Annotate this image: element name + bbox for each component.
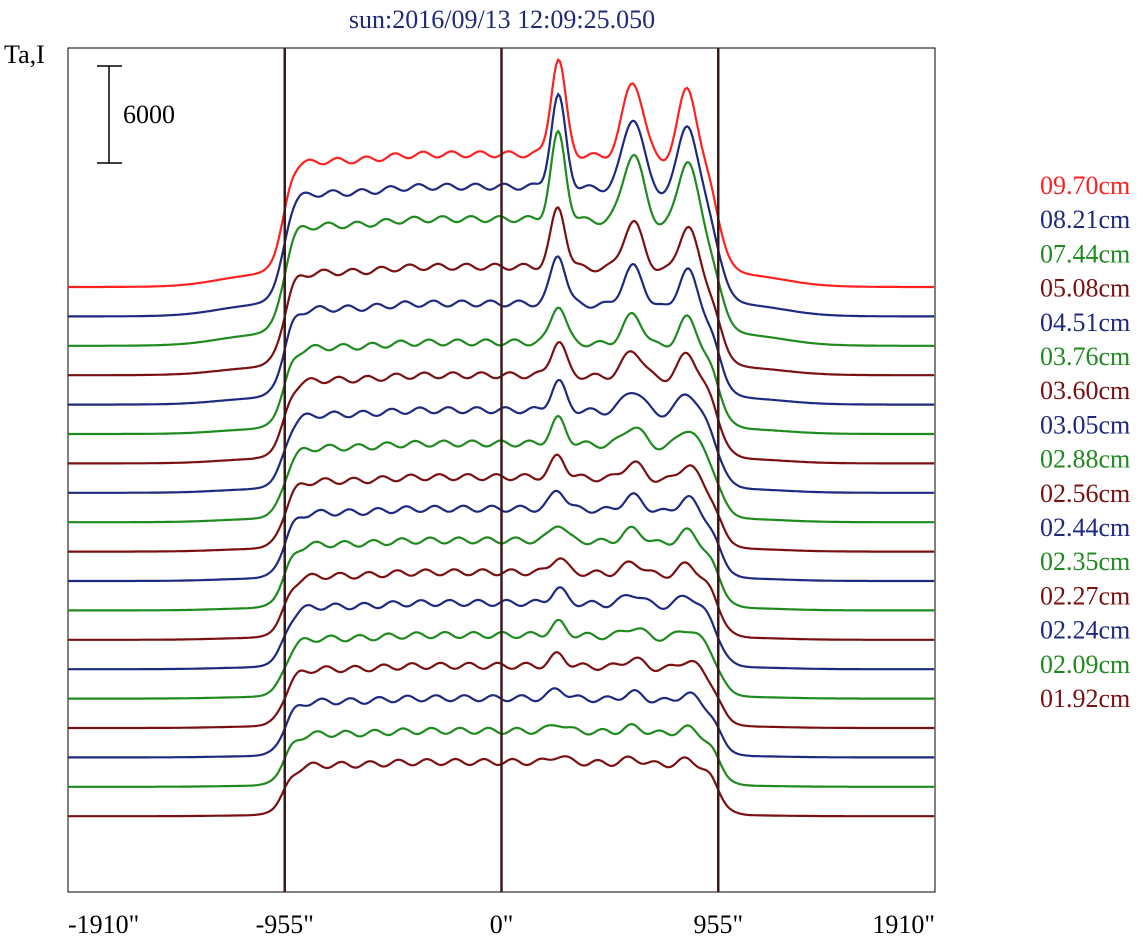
legend-entry: 02.35cm bbox=[1040, 547, 1130, 576]
legend-entry: 02.88cm bbox=[1040, 445, 1130, 474]
legend-entry: 02.44cm bbox=[1040, 513, 1130, 542]
legend-entry: 03.05cm bbox=[1040, 410, 1130, 439]
x-tick-label: 1910" bbox=[872, 910, 935, 939]
legend-entry: 02.24cm bbox=[1040, 616, 1130, 645]
legend-entry: 03.76cm bbox=[1040, 342, 1130, 371]
legend-entry: 04.51cm bbox=[1040, 308, 1130, 337]
legend-entry: 08.21cm bbox=[1040, 205, 1130, 234]
x-tick-label: 0" bbox=[490, 910, 514, 939]
legend-entry: 05.08cm bbox=[1040, 274, 1130, 303]
legend-entry: 01.92cm bbox=[1040, 684, 1130, 713]
legend-entry: 03.60cm bbox=[1040, 376, 1130, 405]
vertical-lines bbox=[283, 48, 720, 892]
scale-bar: 6000 bbox=[97, 65, 175, 164]
legend-entry: 09.70cm bbox=[1040, 171, 1130, 200]
legend: 09.70cm 08.21cm 07.44cm 05.08cm 04.51cm 03.76… bbox=[1040, 171, 1130, 713]
legend-entry: 02.09cm bbox=[1040, 650, 1130, 679]
legend-entry: 02.56cm bbox=[1040, 479, 1130, 508]
chart-title: sun:2016/09/13 12:09:25.050 bbox=[349, 5, 655, 34]
x-tick-label: 955" bbox=[693, 910, 743, 939]
scale-bar-label: 6000 bbox=[123, 100, 175, 129]
legend-entry: 07.44cm bbox=[1040, 239, 1130, 268]
legend-entry: 02.27cm bbox=[1040, 581, 1130, 610]
y-axis-label: Ta,I bbox=[4, 40, 45, 69]
x-tick-labels: -1910" -955" 0" 955" 1910" bbox=[68, 910, 935, 939]
x-tick-label: -1910" bbox=[68, 910, 139, 939]
x-tick-label: -955" bbox=[256, 910, 314, 939]
